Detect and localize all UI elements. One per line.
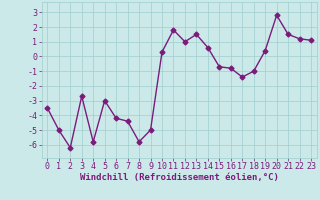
X-axis label: Windchill (Refroidissement éolien,°C): Windchill (Refroidissement éolien,°C): [80, 173, 279, 182]
